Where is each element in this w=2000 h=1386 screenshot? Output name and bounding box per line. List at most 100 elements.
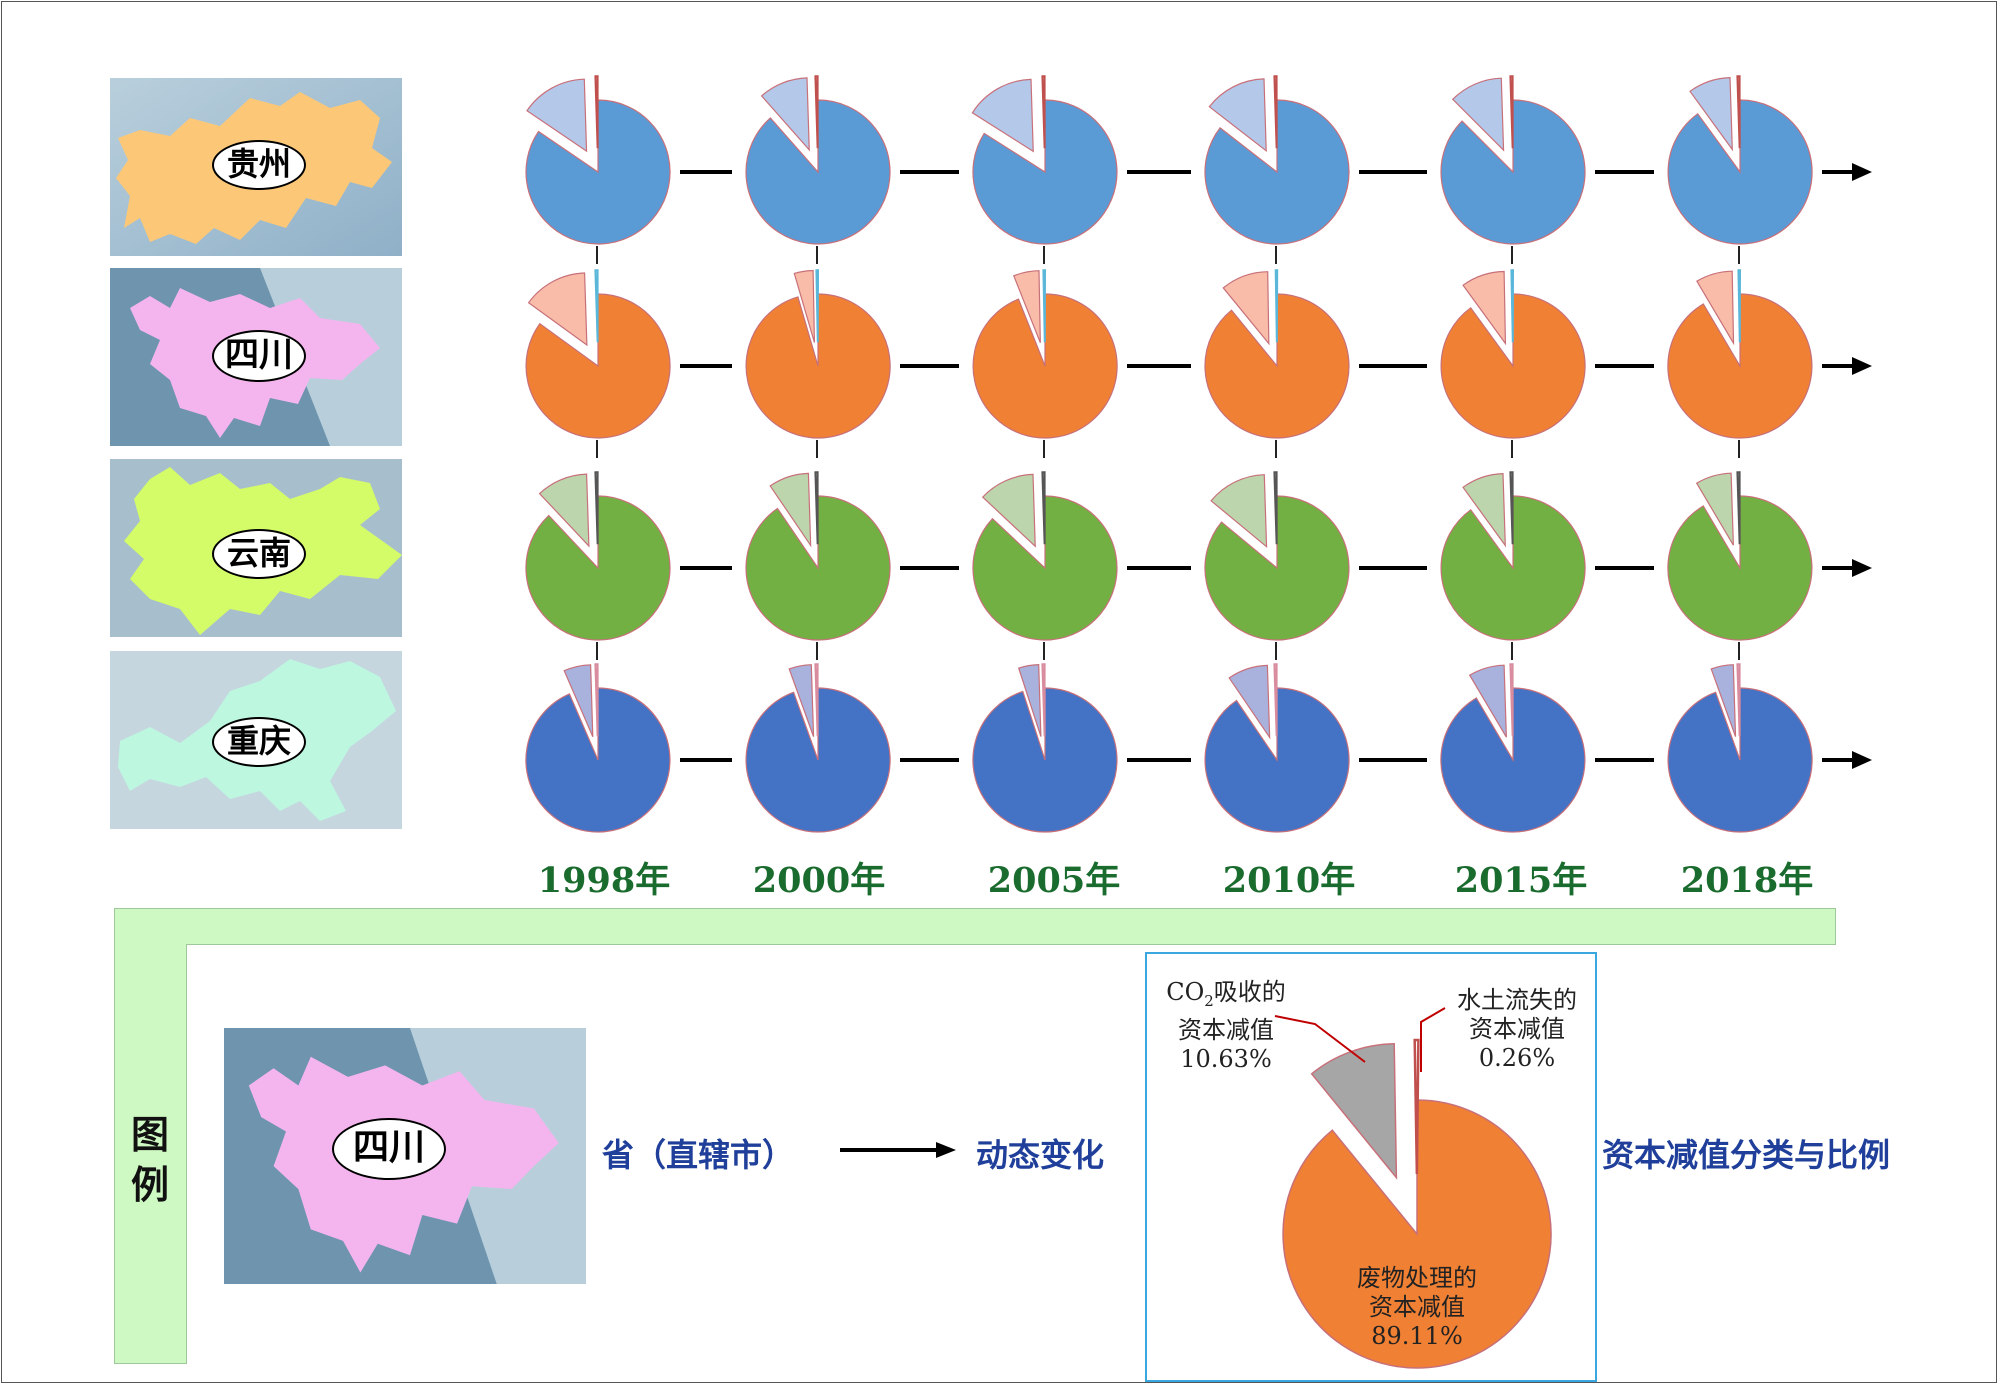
pie-yunnan-3-soil-slice <box>1273 471 1278 545</box>
map-label-yunnan: 云南 <box>212 529 306 579</box>
legend-co2-line1: CO2吸收的 <box>1151 978 1301 1016</box>
pie-yunnan-1-waste-slice <box>745 495 891 641</box>
pie-sichuan-2-soil-slice <box>1042 269 1047 343</box>
pie-sichuan-1-soil-slice <box>815 269 820 343</box>
pie-chongqing-4-co2-slice <box>1468 664 1507 738</box>
pie-sichuan-2-co2-slice <box>1013 270 1041 343</box>
pie-yunnan-3-waste-slice <box>1204 495 1350 641</box>
legend-co2-percent: 10.63% <box>1180 1044 1272 1073</box>
pie-yunnan-0-co2-slice <box>538 473 590 548</box>
pie-chongqing-3-co2-slice <box>1228 664 1271 740</box>
arrowhead <box>1852 751 1872 769</box>
pie-chongqing-3-soil-slice <box>1273 663 1278 737</box>
arrowhead <box>1852 163 1872 181</box>
legend-soil-line1: 水土流失的 <box>1457 986 1577 1014</box>
legend-soil-line2: 资本减值 <box>1469 1015 1565 1043</box>
legend-classification-text: 资本减值分类与比例 <box>1602 1136 1891 1174</box>
pie-yunnan-1-co2-slice <box>769 472 812 548</box>
legend-band-side <box>114 944 187 1364</box>
arrowhead <box>1852 559 1872 577</box>
pie-chongqing-4-soil-slice <box>1509 663 1514 737</box>
map-guizhou: 贵州 <box>110 78 402 256</box>
pie-sichuan-3-soil-slice <box>1274 269 1279 343</box>
pie-chongqing-5-soil-slice <box>1736 663 1741 737</box>
pie-guizhou-4-co2-slice <box>1451 77 1505 152</box>
year-label: 1998年 <box>537 860 671 901</box>
legend-dynamic-text: 动态变化 <box>976 1136 1105 1174</box>
pie-guizhou-0-soil-slice <box>594 75 599 149</box>
year-label: 2000年 <box>752 860 886 901</box>
pie-sichuan-5-co2-slice <box>1696 270 1735 346</box>
pie-yunnan-2-waste-slice <box>972 495 1118 641</box>
legend-co2-label: CO2吸收的 资本减值 10.63% <box>1151 978 1301 1074</box>
pie-grid <box>525 75 1872 833</box>
pie-guizhou-0-waste-slice <box>525 99 671 245</box>
pie-sichuan-2-waste-slice <box>972 293 1118 439</box>
pie-sichuan-0-co2-slice <box>527 272 588 347</box>
pie-guizhou-3-co2-slice <box>1208 78 1267 153</box>
pie-guizhou-0-co2-slice <box>526 78 588 153</box>
legend-waste-line1: 废物处理的 <box>1357 1264 1477 1292</box>
pie-yunnan-5-soil-slice <box>1736 471 1741 545</box>
pie-yunnan-1-soil-slice <box>814 471 819 545</box>
legend-title-char: 例 <box>130 1163 169 1207</box>
pie-chongqing-1-soil-slice <box>814 663 819 737</box>
pie-yunnan-5-co2-slice <box>1695 472 1734 546</box>
legend-soil-label: 水土流失的 资本减值 0.26% <box>1447 986 1587 1073</box>
co2-suffix: 吸收的 <box>1213 978 1286 1006</box>
pie-yunnan-0-soil-slice <box>594 471 599 545</box>
pie-guizhou-5-soil-slice <box>1736 75 1741 149</box>
year-label: 2015年 <box>1454 860 1588 901</box>
pie-chongqing-0-soil-slice <box>594 663 599 737</box>
pie-chongqing-0-waste-slice <box>525 687 671 833</box>
map-label-guizhou: 贵州 <box>212 140 306 190</box>
legend-pie-box: CO2吸收的 资本减值 10.63% 水土流失的 资本减值 0.26% 废物处理… <box>1145 952 1597 1382</box>
legend-pie <box>1274 1007 1552 1369</box>
pie-guizhou-2-waste-slice <box>972 99 1118 245</box>
pie-guizhou-5-co2-slice <box>1689 76 1733 152</box>
co2-text: CO <box>1166 978 1205 1006</box>
year-label: 2005年 <box>987 860 1121 901</box>
pie-sichuan-3-waste-slice <box>1204 293 1350 439</box>
legend-waste-percent: 89.11% <box>1371 1322 1463 1350</box>
pie-guizhou-3-soil-slice <box>1273 75 1278 149</box>
pie-guizhou-1-waste-slice <box>745 99 891 245</box>
pie-guizhou-1-co2-slice <box>760 77 810 152</box>
year-label: 2018年 <box>1680 860 1814 901</box>
pie-guizhou-1-soil-slice <box>814 75 819 149</box>
pie-yunnan-2-co2-slice <box>981 473 1036 548</box>
pie-yunnan-0-waste-slice <box>525 495 671 641</box>
year-label: 2010年 <box>1222 860 1356 901</box>
legend-soil-slice <box>1413 1038 1420 1175</box>
map-sichuan: 四川 <box>110 268 402 446</box>
pie-yunnan-4-waste-slice <box>1440 495 1586 641</box>
pie-guizhou-2-co2-slice <box>971 78 1034 153</box>
pie-guizhou-3-waste-slice <box>1204 99 1350 245</box>
map-yunnan: 云南 <box>110 459 402 637</box>
map-label-sichuan: 四川 <box>212 330 306 382</box>
pie-yunnan-2-soil-slice <box>1041 471 1046 545</box>
legend-waste-slice <box>1282 1099 1552 1369</box>
legend-co2-line2: 资本减值 <box>1178 1015 1274 1044</box>
co2-subscript: 2 <box>1204 991 1214 1010</box>
map-chongqing: 重庆 <box>110 651 402 829</box>
pie-chongqing-0-co2-slice <box>563 664 594 738</box>
pie-sichuan-0-waste-slice <box>525 293 671 439</box>
legend-arrow <box>840 1142 956 1158</box>
pie-yunnan-5-waste-slice <box>1667 495 1813 641</box>
pie-yunnan-4-co2-slice <box>1462 472 1506 548</box>
pie-chongqing-3-waste-slice <box>1204 687 1350 833</box>
pie-sichuan-4-co2-slice <box>1462 270 1507 346</box>
pie-chongqing-1-waste-slice <box>745 687 891 833</box>
pie-chongqing-4-waste-slice <box>1440 687 1586 833</box>
pie-chongqing-5-waste-slice <box>1667 687 1813 833</box>
arrowhead <box>1852 357 1872 375</box>
pie-sichuan-4-soil-slice <box>1510 269 1515 343</box>
pie-sichuan-1-waste-slice <box>745 293 891 439</box>
pie-guizhou-4-waste-slice <box>1440 99 1586 245</box>
pie-sichuan-4-waste-slice <box>1440 293 1586 439</box>
legend-waste-line2: 资本减值 <box>1369 1293 1465 1321</box>
pie-chongqing-2-soil-slice <box>1041 663 1046 737</box>
pie-guizhou-2-soil-slice <box>1041 75 1046 149</box>
